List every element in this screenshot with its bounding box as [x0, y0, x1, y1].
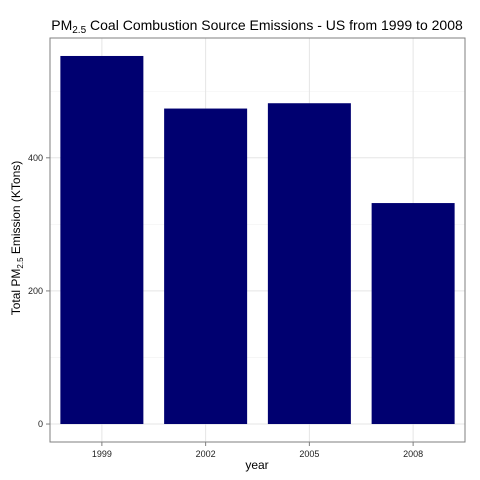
x-axis-title: year	[245, 458, 268, 472]
y-axis-title: Total PM2.5 Emission (KTons)	[9, 161, 25, 316]
bars	[60, 55, 455, 425]
bar-2008	[371, 203, 455, 425]
x-tick-label: 2002	[196, 449, 216, 459]
y-tick-label: 400	[28, 153, 43, 163]
x-axis: 1999 2002 2005 2008	[92, 442, 423, 459]
bar-2002	[164, 108, 248, 425]
y-axis: 0 200 400	[28, 153, 50, 429]
x-tick-label: 2008	[403, 449, 423, 459]
panel-border	[49, 37, 466, 443]
chart-title: PM2.5 Coal Combustion Source Emissions -…	[51, 17, 463, 36]
x-tick-label: 2005	[299, 449, 319, 459]
y-tick-label: 0	[38, 419, 43, 429]
y-tick-label: 200	[28, 286, 43, 296]
bar-1999	[60, 55, 144, 425]
x-tick-label: 1999	[92, 449, 112, 459]
bar-2005	[267, 103, 351, 425]
plot-panel	[49, 37, 466, 443]
